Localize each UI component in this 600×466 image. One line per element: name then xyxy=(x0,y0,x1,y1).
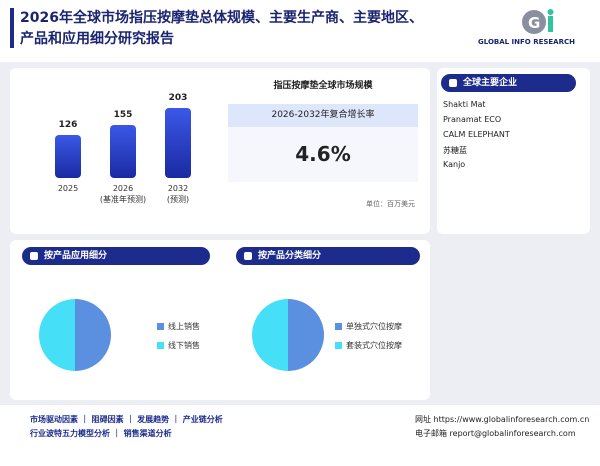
email: 电子邮箱 report@globalinforesearch.com xyxy=(415,429,576,438)
website: 网址 https://www.globalinforesearch.com.cn xyxy=(415,415,590,424)
unit: 单位：百万美元 xyxy=(366,200,415,208)
pie-slice xyxy=(39,299,75,371)
legend-label: 单独式穴位按摩 xyxy=(346,322,402,331)
pie-slice xyxy=(288,299,324,371)
company: CALM ELEPHANT xyxy=(443,130,510,139)
legend-swatch xyxy=(157,323,164,330)
value-label: 155 xyxy=(113,109,133,120)
title: 2026年全球市场指压按摩垫总体规模、主要生产商、主要地区、产品和应用细分研究报… xyxy=(20,10,423,47)
footer xyxy=(0,405,600,466)
x-tick-label: 2032 (预测) xyxy=(166,184,190,204)
pie-slice xyxy=(252,299,288,371)
logo-mark: G xyxy=(522,9,554,34)
legend-swatch xyxy=(335,323,342,330)
bar xyxy=(110,124,136,178)
company: Kanjo xyxy=(443,160,466,169)
pie-header: 按产品应用细分 xyxy=(22,247,210,265)
logo-text: GLOBAL INFO RESEARCH xyxy=(478,38,575,46)
x-tick-label: 2026 (基准年预测) xyxy=(99,184,147,204)
accent xyxy=(10,8,14,48)
header xyxy=(0,0,600,62)
company: Pranamat ECO xyxy=(443,115,502,124)
cagr-title: 2026-2032年复合增长率 xyxy=(228,104,418,127)
footer-links: 行业波特五力模型分析 ｜ 销售渠道分析 xyxy=(30,429,172,438)
cagr-value: 4.6% xyxy=(295,142,351,166)
chart-title: 指压按摩垫全球市场规模 xyxy=(273,81,373,91)
legend-label: 套装式穴位按摩 xyxy=(346,341,402,350)
svg-text:G: G xyxy=(528,14,540,32)
pie-header: 按产品分类细分 xyxy=(236,247,420,265)
x-tick-label: 2025 xyxy=(57,184,79,193)
legend-label: 线上销售 xyxy=(168,322,200,331)
company: Shakti Mat xyxy=(443,100,486,109)
bar xyxy=(165,108,191,178)
company-panel xyxy=(437,68,590,234)
legend-swatch xyxy=(157,342,164,349)
legend-swatch xyxy=(335,342,342,349)
value-label: 203 xyxy=(168,93,188,103)
legend-label: 线下销售 xyxy=(168,341,200,350)
footer-links: 市场驱动因素 ｜ 阻碍因素 ｜ 发展趋势 ｜ 产业链分析 xyxy=(30,415,223,424)
value-label: 126 xyxy=(58,119,78,130)
company-header: 全球主要企业 xyxy=(441,74,576,92)
cagr-box xyxy=(228,127,418,182)
bar xyxy=(55,134,81,178)
pie-slice xyxy=(75,299,111,371)
company: 苏糖蓝 xyxy=(443,146,467,155)
